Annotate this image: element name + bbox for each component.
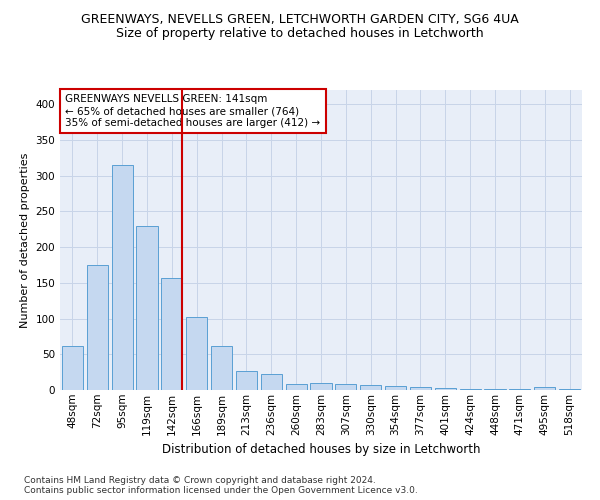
- Bar: [62, 346, 83, 390]
- Bar: [211, 346, 232, 390]
- Text: Contains HM Land Registry data © Crown copyright and database right 2024.
Contai: Contains HM Land Registry data © Crown c…: [24, 476, 418, 495]
- Bar: [460, 388, 481, 390]
- Bar: [161, 278, 182, 390]
- Bar: [261, 374, 282, 390]
- Bar: [385, 386, 406, 390]
- Text: Size of property relative to detached houses in Letchworth: Size of property relative to detached ho…: [116, 28, 484, 40]
- Bar: [310, 383, 332, 390]
- Bar: [87, 265, 108, 390]
- X-axis label: Distribution of detached houses by size in Letchworth: Distribution of detached houses by size …: [162, 443, 480, 456]
- Bar: [136, 226, 158, 390]
- Y-axis label: Number of detached properties: Number of detached properties: [20, 152, 30, 328]
- Bar: [335, 384, 356, 390]
- Text: GREENWAYS, NEVELLS GREEN, LETCHWORTH GARDEN CITY, SG6 4UA: GREENWAYS, NEVELLS GREEN, LETCHWORTH GAR…: [81, 12, 519, 26]
- Bar: [435, 388, 456, 390]
- Bar: [410, 387, 431, 390]
- Bar: [534, 387, 555, 390]
- Bar: [559, 388, 580, 390]
- Text: GREENWAYS NEVELLS GREEN: 141sqm
← 65% of detached houses are smaller (764)
35% o: GREENWAYS NEVELLS GREEN: 141sqm ← 65% of…: [65, 94, 320, 128]
- Bar: [236, 370, 257, 390]
- Bar: [186, 317, 207, 390]
- Bar: [112, 165, 133, 390]
- Bar: [360, 385, 381, 390]
- Bar: [286, 384, 307, 390]
